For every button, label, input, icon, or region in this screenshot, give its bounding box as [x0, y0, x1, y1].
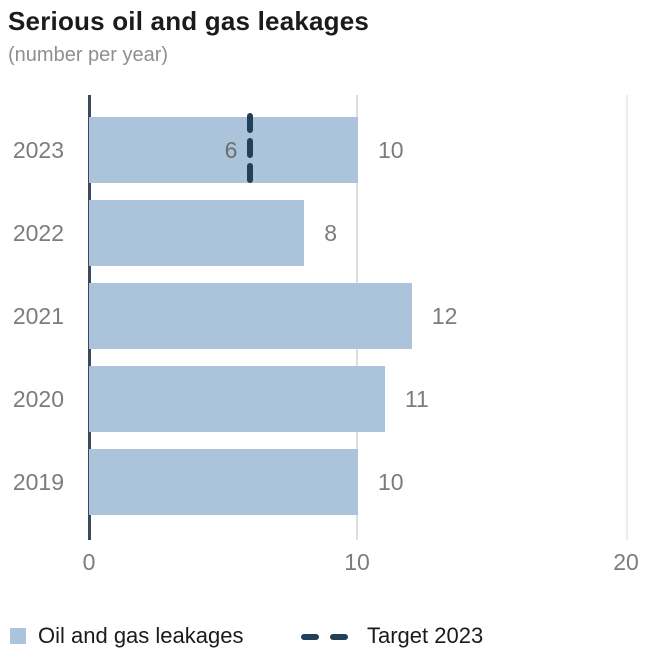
target-line-icon [247, 113, 254, 187]
year-label-2020: 2020 [12, 386, 64, 412]
plot-area: 2023 10 6 2022 8 2021 12 2020 11 2019 10 [0, 95, 663, 540]
legend-bar-swatch-icon [10, 628, 26, 644]
chart-subtitle: (number per year) [8, 44, 169, 66]
x-tick-0: 0 [82, 549, 96, 575]
bar-2020 [89, 366, 385, 432]
bar-row-2023: 2023 10 6 [0, 113, 663, 187]
legend-target-label: Target 2023 [367, 623, 484, 648]
bar-2021 [89, 283, 412, 349]
bar-row-2019: 2019 10 [0, 449, 663, 515]
bar-row-2021: 2021 12 [0, 283, 663, 349]
value-label-2022: 8 [324, 220, 337, 246]
bar-2023 [89, 117, 358, 183]
value-label-2020: 11 [404, 386, 429, 412]
bar-2022 [89, 200, 305, 266]
gridline-20 [626, 95, 628, 540]
value-label-2019: 10 [378, 469, 404, 495]
x-tick-10: 10 [344, 549, 370, 575]
year-label-2022: 2022 [12, 220, 64, 246]
x-tick-20: 20 [613, 549, 639, 575]
year-label-2019: 2019 [12, 469, 64, 495]
value-label-2021: 12 [431, 303, 458, 329]
bar-row-2022: 2022 8 [0, 200, 663, 266]
bar-2019 [89, 449, 358, 515]
legend-target-dash-icon [301, 634, 353, 640]
bar-row-2020: 2020 11 [0, 366, 663, 432]
legend: Oil and gas leakages Target 2023 [0, 620, 663, 652]
target-value-label: 6 [224, 137, 238, 163]
year-label-2021: 2021 [12, 303, 64, 329]
value-label-2023: 10 [378, 137, 404, 163]
legend-bar-label: Oil and gas leakages [38, 623, 244, 648]
chart-title: Serious oil and gas leakages [8, 6, 370, 36]
year-label-2023: 2023 [12, 137, 64, 163]
